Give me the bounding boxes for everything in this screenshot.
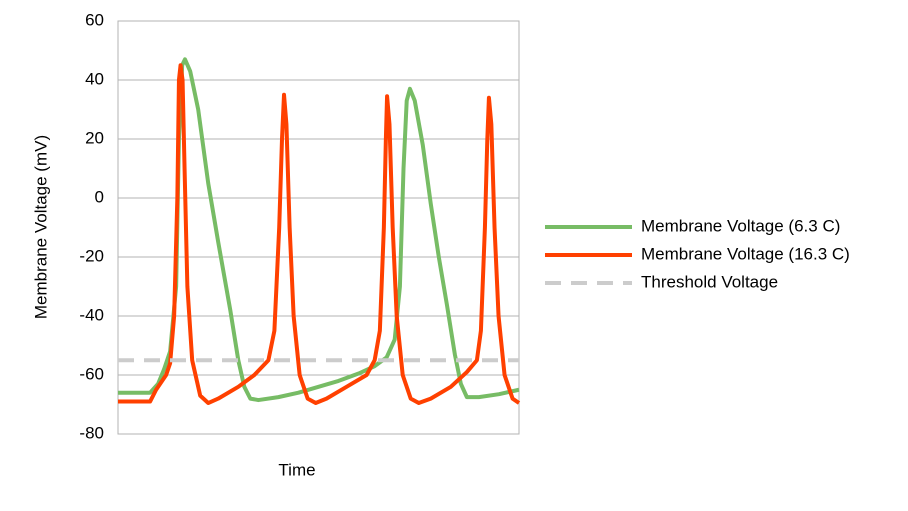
y-tick-label: 40: [85, 69, 104, 88]
legend-label: Threshold Voltage: [641, 272, 778, 291]
x-axis-label: Time: [278, 460, 315, 479]
y-tick-label: 60: [85, 10, 104, 29]
y-tick-label: -60: [79, 364, 104, 383]
plot-border: [117, 20, 520, 435]
y-tick-label: 20: [85, 128, 104, 147]
legend-label: Membrane Voltage (6.3 C): [641, 216, 840, 235]
y-axis-label: Membrane Voltage (mV): [31, 135, 50, 319]
series-line: [118, 63, 521, 406]
y-tick-label: -40: [79, 305, 104, 324]
y-tick-label: -20: [79, 246, 104, 265]
y-tick-label: -80: [79, 423, 104, 442]
y-tick-label: 0: [95, 187, 104, 206]
legend-label: Membrane Voltage (16.3 C): [641, 244, 850, 263]
